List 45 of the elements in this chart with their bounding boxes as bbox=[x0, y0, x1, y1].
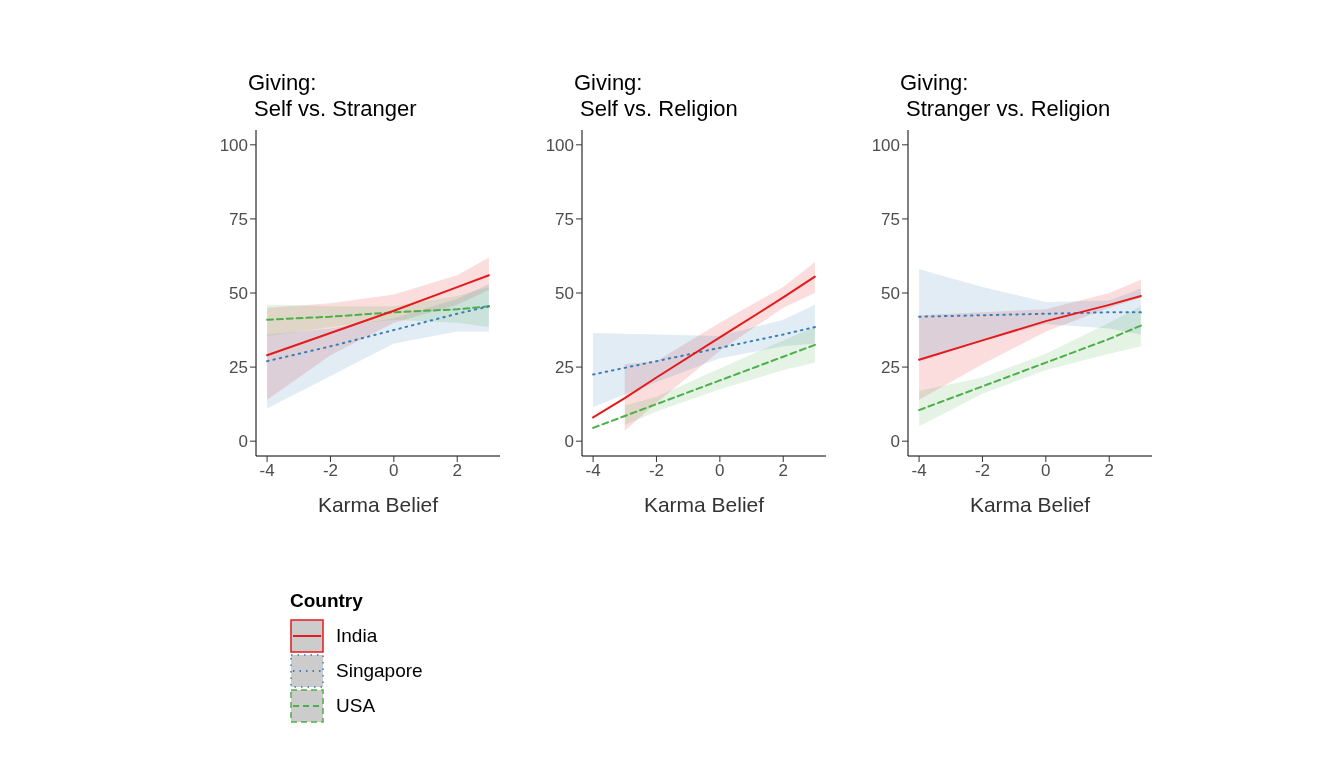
x-axis-title: Karma Belief bbox=[969, 493, 1091, 516]
y-tick-label: 25 bbox=[555, 358, 574, 378]
line-series bbox=[266, 305, 490, 363]
line-series bbox=[918, 324, 1142, 412]
y-tick-label: 0 bbox=[564, 432, 574, 452]
y-tick-label: 100 bbox=[219, 135, 248, 155]
y-tick-label: 50 bbox=[229, 284, 248, 304]
line-series bbox=[266, 305, 490, 321]
x-tick-label: -4 bbox=[911, 461, 927, 481]
x-tick-label: -4 bbox=[259, 461, 275, 481]
x-tick-label: -4 bbox=[585, 461, 601, 481]
chart-title: Giving: Self vs. Stranger bbox=[248, 70, 418, 122]
x-tick-label: -2 bbox=[648, 461, 665, 481]
x-tick-label: 0 bbox=[1041, 461, 1051, 481]
line-series bbox=[592, 326, 816, 376]
y-tick-label: 25 bbox=[881, 358, 900, 378]
y-tick-label: 75 bbox=[881, 209, 900, 229]
x-tick-label: 2 bbox=[1104, 461, 1114, 481]
chart-title: Giving: Stranger vs. Religion bbox=[900, 70, 1112, 122]
line-series bbox=[592, 343, 816, 429]
y-tick-label: 50 bbox=[555, 284, 574, 304]
y-tick-label: 0 bbox=[238, 432, 248, 452]
x-tick-label: 2 bbox=[452, 461, 462, 481]
y-tick-label: 75 bbox=[555, 209, 574, 229]
legend-label: India bbox=[336, 624, 378, 647]
x-axis-title: Karma Belief bbox=[643, 493, 765, 516]
y-tick-label: 75 bbox=[229, 209, 248, 229]
y-tick-label: 100 bbox=[545, 135, 574, 155]
line-series bbox=[592, 275, 816, 419]
y-tick-label: 25 bbox=[229, 358, 248, 378]
line-series bbox=[266, 274, 490, 357]
x-tick-label: 0 bbox=[715, 461, 725, 481]
x-tick-label: 2 bbox=[778, 461, 788, 481]
y-tick-label: 50 bbox=[881, 284, 900, 304]
chart-title: Giving: Self vs. Religion bbox=[574, 70, 739, 122]
x-axis-title: Karma Belief bbox=[317, 493, 439, 516]
y-tick-label: 100 bbox=[871, 135, 900, 155]
legend-label: USA bbox=[336, 694, 376, 717]
line-series bbox=[918, 294, 1142, 361]
x-tick-label: -2 bbox=[322, 461, 339, 481]
x-tick-label: -2 bbox=[974, 461, 991, 481]
y-tick-label: 0 bbox=[890, 432, 900, 452]
legend-label: Singapore bbox=[336, 659, 423, 682]
x-tick-label: 0 bbox=[389, 461, 399, 481]
legend-title: Country bbox=[290, 590, 364, 612]
